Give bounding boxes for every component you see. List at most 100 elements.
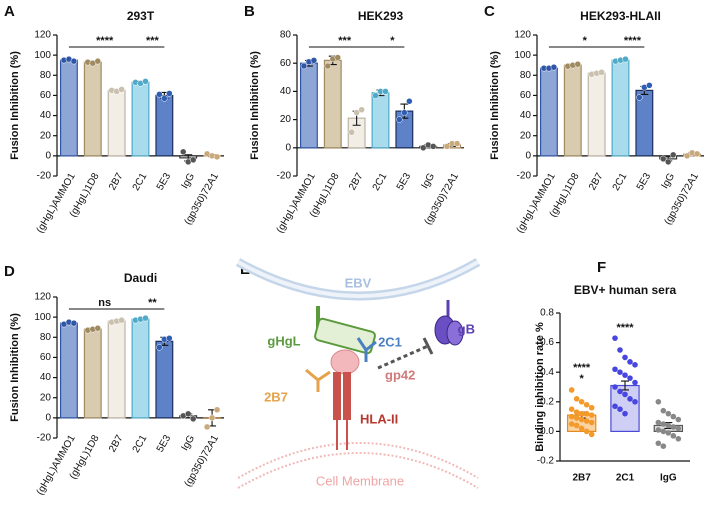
significance-label: ns	[98, 297, 111, 309]
data-point	[94, 57, 102, 65]
y-axis-label: Fusion Inhibition (%)	[9, 51, 21, 160]
data-point	[353, 109, 360, 116]
bar	[155, 94, 174, 157]
bar	[131, 81, 150, 157]
data-point	[612, 403, 618, 410]
data-point	[665, 430, 672, 436]
x-tick-label: 2B7	[347, 171, 366, 192]
significance-label: ****	[573, 362, 591, 374]
data-point	[94, 324, 102, 332]
data-point	[443, 143, 451, 150]
gp42-label: gp42	[385, 367, 415, 382]
y-tick-label: 100	[34, 312, 51, 323]
data-point	[161, 95, 168, 102]
x-tick-label: IgG	[420, 171, 438, 191]
panel-letter: B	[244, 3, 255, 20]
gHgL-label: gHgL	[267, 333, 300, 348]
data-point	[622, 410, 628, 417]
x-tick-label: 2C1	[131, 171, 150, 193]
y-tick-label: -20	[37, 171, 52, 182]
y-tick-label: 40	[280, 86, 292, 97]
y-axis-label: Fusion Inhibition (%)	[489, 51, 501, 160]
data-point	[578, 416, 585, 423]
2B7-label: 2B7	[264, 389, 288, 404]
data-point	[612, 366, 618, 373]
significance-label: *	[390, 35, 395, 47]
data-point	[118, 86, 125, 93]
data-point	[334, 54, 342, 61]
data-point	[622, 391, 628, 398]
data-point	[166, 90, 173, 97]
y-tick-label: 0	[45, 150, 51, 161]
data-point	[670, 433, 677, 439]
data-point	[655, 440, 662, 447]
y-tick-label: 60	[40, 352, 52, 363]
y-tick-label: 100	[514, 50, 531, 61]
antibody-2C1	[356, 337, 377, 362]
data-point	[578, 399, 585, 405]
y-tick-label: 20	[280, 114, 292, 125]
data-point	[660, 443, 667, 450]
data-point	[142, 314, 149, 322]
gp42-shape	[330, 349, 360, 375]
bar	[83, 328, 102, 419]
data-point	[583, 401, 590, 408]
membrane-label: Cell Membrane	[316, 473, 404, 488]
data-point	[669, 151, 677, 159]
data-point	[583, 418, 590, 424]
bar	[323, 59, 342, 149]
data-point	[189, 156, 197, 164]
y-tick-label: 20	[40, 130, 52, 141]
data-point	[573, 422, 580, 429]
chart-title: EBV+ human sera	[574, 283, 677, 297]
panel-letter: F	[597, 259, 606, 276]
2C1-label: 2C1	[378, 334, 402, 349]
data-point	[617, 406, 623, 413]
x-tick-label: IgG	[660, 171, 678, 191]
data-point	[665, 422, 672, 429]
hla-label: HLA-II	[360, 411, 398, 426]
y-tick-label: 0.2	[540, 396, 554, 407]
data-point	[655, 399, 662, 405]
y-tick-label: 120	[514, 30, 531, 41]
data-point	[583, 410, 590, 417]
bar	[587, 72, 606, 157]
bar	[107, 320, 126, 419]
data-point	[142, 78, 149, 85]
data-point	[612, 335, 618, 341]
y-tick-label: -0.2	[537, 456, 555, 467]
data-point	[573, 396, 580, 402]
data-point	[453, 140, 461, 147]
x-tick-label: 2B7	[572, 473, 591, 484]
data-point	[208, 414, 216, 422]
data-point	[70, 319, 78, 327]
data-point	[636, 94, 643, 101]
x-tick-label: IgG	[180, 171, 198, 191]
data-point	[612, 384, 618, 390]
data-point	[646, 82, 653, 89]
chart-title: 293T	[127, 9, 155, 23]
inhibition-arrow	[377, 344, 429, 370]
x-tick-label: 2C1	[131, 433, 150, 455]
data-point	[655, 419, 662, 426]
data-point	[189, 415, 197, 423]
data-point	[664, 158, 672, 166]
data-point	[683, 152, 691, 160]
virus-label: EBV	[345, 275, 372, 290]
data-point	[693, 150, 701, 158]
diagram-e: E EBV Cell Membrane gHgL 2C1 gB gp42 2B7…	[235, 258, 481, 489]
virus-membrane-inner	[237, 260, 479, 298]
y-axis-label: Binding inhibition rate %	[534, 322, 546, 452]
x-tick-label: 5E3	[155, 171, 174, 192]
data-point	[156, 344, 163, 351]
data-point	[627, 375, 633, 381]
panel-letter: A	[4, 3, 15, 20]
data-point	[184, 410, 192, 418]
data-point	[213, 406, 221, 414]
data-point	[300, 62, 308, 70]
significance-label: ****	[624, 35, 642, 47]
significance-label: ***	[146, 35, 160, 47]
y-tick-label: 120	[34, 292, 51, 303]
chart-title: HEK293	[358, 9, 404, 23]
y-tick-label: 0.4	[540, 367, 554, 378]
